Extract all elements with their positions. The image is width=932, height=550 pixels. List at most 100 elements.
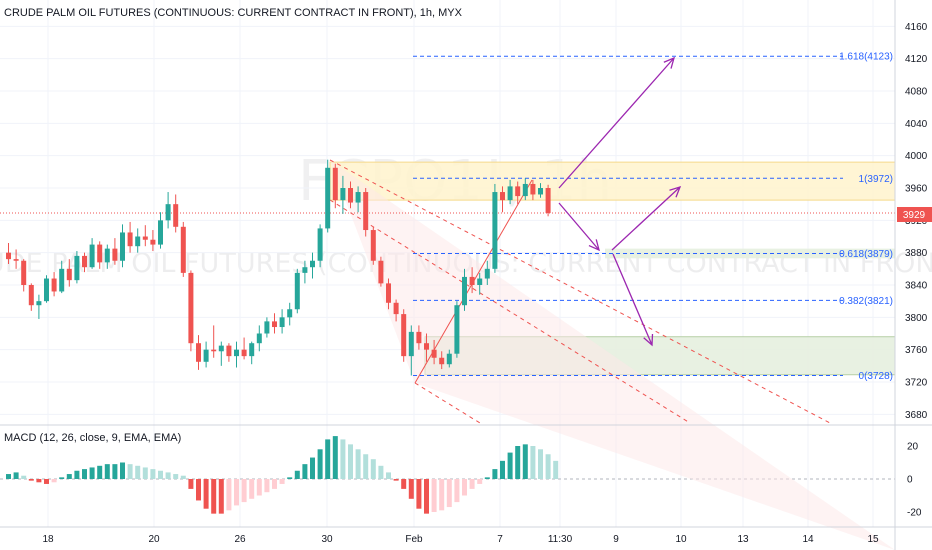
candle-body: [173, 204, 179, 227]
macd-bar: [401, 479, 407, 489]
candle: [51, 272, 57, 297]
candle-body: [120, 232, 125, 261]
candle: [500, 186, 505, 213]
candle-body: [530, 183, 536, 195]
candle-body: [211, 349, 217, 352]
candle: [439, 351, 445, 370]
candle: [530, 179, 536, 201]
candle-body: [203, 349, 209, 362]
candle: [332, 163, 338, 209]
candle-body: [36, 301, 42, 306]
candle-body: [226, 345, 232, 357]
candle-body: [340, 188, 346, 201]
time-tick-label: 11:30: [548, 534, 573, 545]
candle: [264, 317, 270, 338]
candle: [6, 242, 11, 264]
candle-body: [416, 331, 422, 344]
macd-bar: [416, 479, 422, 509]
candle-body: [294, 272, 300, 310]
candle: [256, 325, 262, 352]
candle: [28, 283, 34, 311]
candle: [515, 181, 521, 205]
candle-body: [431, 349, 437, 358]
fib-level-label: 0.618(3879): [839, 249, 893, 260]
candle-body: [454, 305, 460, 354]
candle: [363, 188, 369, 237]
last-price-badge: [897, 207, 932, 222]
candle-body: [180, 226, 186, 273]
candle: [302, 260, 308, 284]
arrow-rebound: [611, 186, 681, 251]
macd-bar: [249, 479, 255, 499]
macd-bar: [173, 474, 179, 479]
macd-histogram: [6, 436, 559, 514]
candle: [272, 313, 277, 334]
candle-body: [325, 167, 331, 229]
macd-bar: [424, 479, 429, 514]
candle-body: [256, 333, 262, 344]
candle: [408, 325, 414, 376]
macd-bar: [294, 470, 300, 479]
time-tick-label: 10: [675, 534, 687, 545]
macd-bar: [431, 479, 437, 512]
candle: [393, 299, 399, 322]
candle: [158, 212, 163, 249]
price-tick-label: 4080: [905, 87, 928, 98]
macd-bar: [538, 449, 543, 479]
macd-bar: [66, 474, 72, 479]
macd-axis[interactable]: 20 0 -20: [907, 442, 922, 519]
price-tick-label: 3720: [905, 378, 928, 389]
macd-bar: [272, 479, 277, 489]
candle: [36, 294, 42, 319]
time-axis[interactable]: 18 20 26 30 Feb 7 11:30 9 10 13 14 15: [42, 534, 879, 545]
candle: [165, 192, 171, 229]
price-axis[interactable]: 3680372037603800384038803920396040004040…: [905, 22, 928, 421]
macd-bar: [112, 464, 118, 479]
macd-bar: [507, 452, 513, 479]
candle-body: [44, 278, 49, 302]
arrow-breakdown-head: [643, 333, 654, 347]
fib-level-label: 1(3972): [859, 174, 893, 185]
candle-body: [408, 331, 414, 357]
macd-bar: [21, 475, 27, 479]
candle: [120, 224, 125, 268]
candle-body: [74, 255, 80, 281]
macd-bar: [446, 479, 452, 508]
macd-bar: [515, 446, 521, 479]
macd-bar: [462, 479, 467, 496]
candle-body: [13, 259, 19, 261]
macd-bar: [310, 457, 315, 479]
macd-bar: [241, 479, 247, 503]
fib-level-label: 0(3728): [859, 371, 893, 382]
macd-bar: [165, 472, 171, 479]
candle-body: [370, 230, 376, 261]
time-tick-label: Feb: [405, 534, 423, 545]
candle-body: [82, 255, 87, 268]
candle-body: [363, 192, 369, 231]
candle-body: [51, 278, 57, 292]
candle-body: [279, 317, 285, 328]
candle: [545, 184, 551, 217]
candle: [142, 225, 148, 247]
candle: [355, 186, 361, 213]
candle: [21, 259, 27, 292]
macd-bar: [234, 479, 239, 506]
macd-bar: [317, 449, 323, 479]
macd-bar: [180, 475, 186, 479]
candle: [416, 325, 422, 350]
macd-bar: [196, 479, 201, 501]
candle-body: [317, 228, 323, 261]
price-tick-label: 3800: [905, 313, 928, 324]
macd-bar: [203, 479, 209, 509]
candle: [13, 249, 19, 269]
arrow-pullback-head: [588, 239, 600, 252]
candle: [150, 230, 156, 252]
candle-body: [424, 343, 429, 350]
macd-bar: [355, 449, 361, 479]
macd-bar: [211, 479, 217, 514]
price-tick-label: 3840: [905, 281, 928, 292]
price-tick-label: 4000: [905, 151, 928, 162]
candle: [180, 221, 186, 277]
candle: [469, 267, 475, 294]
